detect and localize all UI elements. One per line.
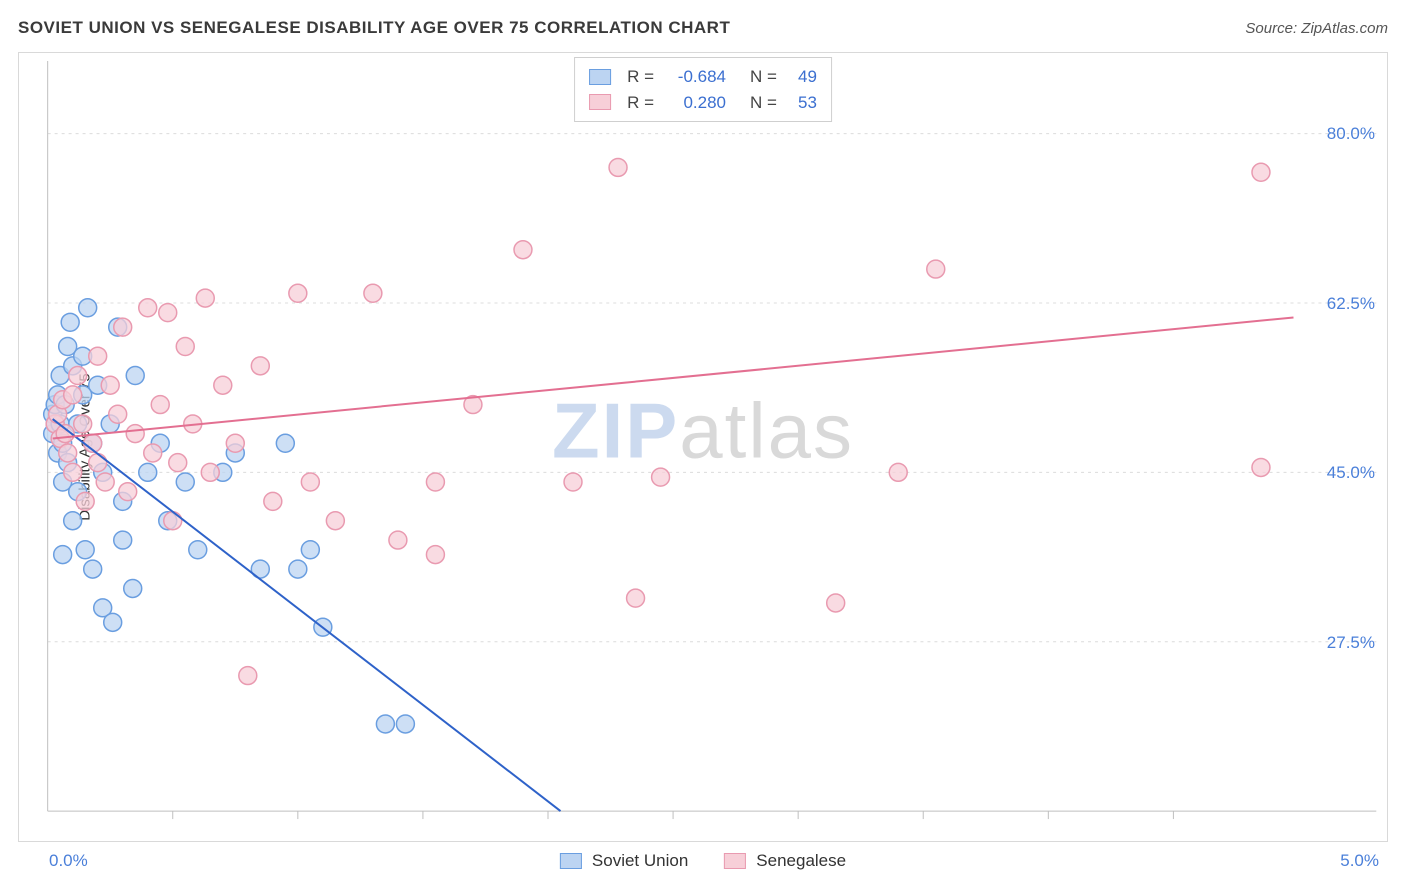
legend-swatch	[560, 853, 582, 869]
y-tick-label: 62.5%	[1327, 294, 1375, 314]
legend-stat-row: R = -0.684 N = 49	[589, 64, 817, 90]
legend-series-label: Senegalese	[756, 851, 846, 871]
y-tick-label: 80.0%	[1327, 124, 1375, 144]
source-prefix: Source:	[1245, 20, 1301, 37]
n-label: N =	[750, 90, 777, 116]
legend-series: Soviet Union Senegalese	[560, 851, 846, 871]
source-attribution: Source: ZipAtlas.com	[1245, 20, 1388, 37]
legend-swatch	[589, 94, 611, 110]
r-label: R =	[627, 64, 654, 90]
legend-series-label: Soviet Union	[592, 851, 688, 871]
y-tick-label: 27.5%	[1327, 633, 1375, 653]
chart-title: SOVIET UNION VS SENEGALESE DISABILITY AG…	[18, 18, 730, 38]
legend-series-item: Soviet Union	[560, 851, 688, 871]
n-label: N =	[750, 64, 777, 90]
n-value: 53	[787, 90, 817, 116]
scatter-plot	[19, 53, 1387, 841]
header: SOVIET UNION VS SENEGALESE DISABILITY AG…	[18, 18, 1388, 38]
legend-swatch	[589, 69, 611, 85]
legend-stat-row: R = 0.280 N = 53	[589, 90, 817, 116]
legend-swatch	[724, 853, 746, 869]
n-value: 49	[787, 64, 817, 90]
source-name: ZipAtlas.com	[1301, 20, 1388, 37]
r-label: R =	[627, 90, 654, 116]
r-value: -0.684	[664, 64, 726, 90]
x-axis-end-label: 5.0%	[1340, 851, 1379, 871]
y-tick-label: 45.0%	[1327, 463, 1375, 483]
x-axis-start-label: 0.0%	[49, 851, 88, 871]
legend-series-item: Senegalese	[724, 851, 846, 871]
r-value: 0.280	[664, 90, 726, 116]
chart-container: Disability Age Over 75 ZIPatlas R =-0.68…	[18, 52, 1388, 842]
legend-stats: R = -0.684 N = 49 R = 0.280 N = 53	[574, 57, 832, 122]
